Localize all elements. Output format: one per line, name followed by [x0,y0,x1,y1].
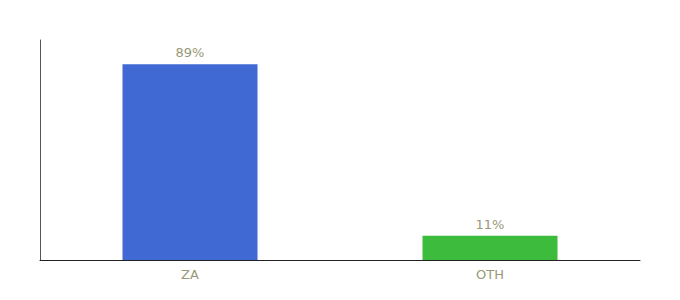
svg-text:OTH: OTH [476,267,504,282]
svg-text:11%: 11% [476,217,505,232]
svg-text:ZA: ZA [181,267,199,282]
svg-text:89%: 89% [176,45,205,60]
